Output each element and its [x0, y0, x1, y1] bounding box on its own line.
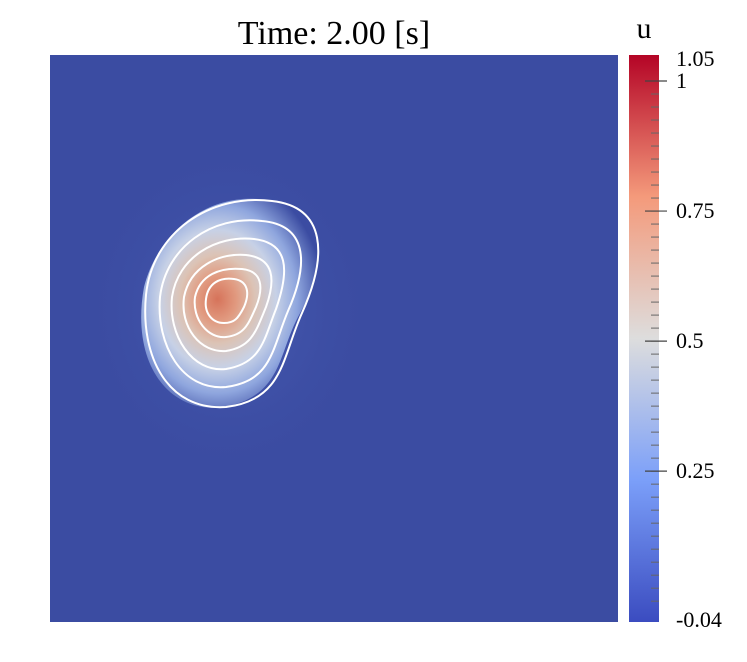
colorbar-canvas: [629, 55, 667, 622]
contour-line: [182, 253, 273, 353]
colorbar: [629, 55, 667, 622]
colorbar-title: u: [636, 12, 652, 45]
contour-line: [170, 237, 286, 371]
colorbar-min-label: -0.04: [676, 607, 722, 632]
field-blob: [141, 198, 319, 408]
colorbar-tick-label: 0.5: [676, 328, 704, 354]
colorbar-ticks: [645, 80, 667, 602]
contour-line: [158, 219, 302, 389]
scalar-field-plot: [50, 55, 618, 622]
plot-title: Time: 2.00 [s]: [237, 15, 431, 52]
colorbar-tick-label: 0.25: [676, 458, 715, 484]
contour-lines: [144, 199, 320, 409]
field-canvas: [50, 55, 618, 622]
contour-line: [144, 199, 320, 409]
colorbar-tick-label: 1: [676, 68, 687, 93]
colorbar-gradient: [629, 55, 659, 622]
contour-line: [193, 267, 262, 339]
colorbar-tick-label: 0.75: [676, 198, 715, 224]
colorbar-max-label: 1.05: [676, 46, 715, 71]
contour-line: [204, 277, 249, 325]
